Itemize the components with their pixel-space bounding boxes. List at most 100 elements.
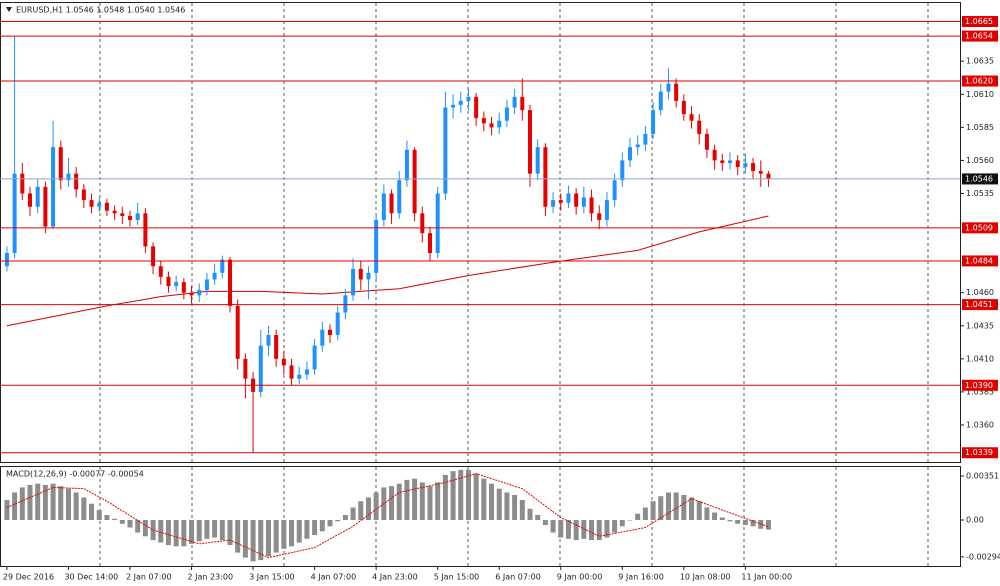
price-level-box bbox=[962, 255, 998, 267]
x-tick-label: 4 Jan 23:00 bbox=[372, 573, 418, 582]
candle-body bbox=[51, 147, 56, 227]
macd-bar bbox=[673, 492, 679, 521]
macd-bar bbox=[181, 520, 187, 547]
candle-body bbox=[12, 173, 17, 254]
macd-bar bbox=[189, 520, 195, 544]
last-price-box bbox=[962, 173, 998, 185]
macd-bar bbox=[535, 514, 541, 521]
candle-body bbox=[451, 104, 456, 108]
macd-bar bbox=[312, 520, 318, 536]
price-level-box bbox=[962, 222, 998, 234]
candle-body bbox=[497, 120, 502, 128]
macd-bar bbox=[4, 499, 10, 521]
macd-bar bbox=[765, 520, 771, 530]
macd-bar bbox=[219, 520, 225, 541]
macd-bar bbox=[242, 520, 248, 558]
macd-bar bbox=[604, 520, 610, 538]
y-tick-label: 1.0535 bbox=[966, 189, 994, 198]
macd-pane-frame bbox=[0, 466, 961, 567]
macd-bar bbox=[665, 492, 671, 521]
candle-body bbox=[166, 276, 171, 287]
candle-body bbox=[581, 197, 586, 207]
candle-body bbox=[20, 173, 25, 194]
x-tick-label: 6 Jan 07:00 bbox=[495, 573, 541, 582]
x-tick-label: 11 Jan 00:00 bbox=[741, 573, 792, 582]
macd-bar bbox=[35, 483, 41, 521]
macd-bar bbox=[412, 478, 418, 521]
candle-body bbox=[174, 282, 179, 287]
candle-body bbox=[181, 282, 186, 293]
candle-body bbox=[528, 110, 532, 174]
candle-body bbox=[397, 180, 402, 214]
y-tick-label: 1.0360 bbox=[966, 420, 994, 429]
candle-body bbox=[343, 295, 348, 313]
candle-body bbox=[566, 193, 571, 203]
y-tick-label: 1.0610 bbox=[966, 90, 994, 99]
candle-body bbox=[374, 219, 379, 273]
macd-bar bbox=[73, 492, 79, 521]
macd-bar bbox=[542, 520, 548, 526]
candle-body bbox=[328, 329, 332, 336]
price-level-label: 1.0390 bbox=[965, 381, 993, 390]
macd-bar bbox=[565, 520, 571, 539]
candle-body bbox=[743, 163, 748, 168]
macd-bar bbox=[450, 471, 456, 521]
price-level-label: 1.0484 bbox=[965, 256, 993, 265]
candle-body bbox=[597, 213, 602, 220]
candle-body bbox=[128, 215, 132, 220]
macd-bar bbox=[712, 512, 718, 521]
macd-bar bbox=[12, 492, 18, 521]
price-pane-frame bbox=[0, 2, 961, 463]
y-tick-label: 0.00351 bbox=[966, 472, 999, 481]
macd-bar bbox=[489, 483, 495, 521]
x-tick-label: 9 Jan 16:00 bbox=[618, 573, 664, 582]
macd-bar bbox=[650, 501, 656, 521]
candle-body bbox=[404, 149, 409, 181]
candle-body bbox=[151, 246, 156, 267]
macd-bar bbox=[442, 474, 448, 521]
x-tick-label: 9 Jan 00:00 bbox=[557, 573, 603, 582]
price-level-box bbox=[962, 299, 998, 311]
price-level-label: 1.0665 bbox=[965, 17, 993, 26]
macd-bar bbox=[104, 514, 110, 521]
macd-bar bbox=[135, 520, 141, 533]
macd-bar bbox=[435, 482, 441, 521]
y-tick-label: 1.0560 bbox=[966, 156, 994, 165]
macd-bar bbox=[389, 486, 395, 521]
macd-bar bbox=[404, 479, 410, 521]
candle-body bbox=[381, 193, 386, 220]
candle-body bbox=[89, 200, 94, 207]
macd-bar bbox=[89, 503, 95, 521]
candle-body bbox=[104, 202, 109, 211]
candle-body bbox=[120, 213, 125, 216]
y-tick-label: 0.00 bbox=[966, 516, 984, 525]
macd-bar bbox=[735, 520, 741, 524]
price-level-label: 1.0339 bbox=[965, 448, 993, 457]
price-level-box bbox=[962, 379, 998, 391]
last-price-label: 1.0546 bbox=[965, 174, 993, 183]
candle-body bbox=[466, 96, 471, 101]
candle-body bbox=[666, 83, 671, 92]
candle-body bbox=[228, 259, 232, 306]
candle-body bbox=[689, 114, 694, 121]
macd-bar bbox=[573, 520, 579, 541]
macd-bar bbox=[496, 488, 502, 521]
macd-bar bbox=[42, 484, 48, 521]
chart-title: EURUSD,H1 1.0546 1.0548 1.0540 1.0546 bbox=[16, 6, 185, 15]
macd-label: MACD(12,26,9) -0.00077 -0.00054 bbox=[6, 470, 144, 479]
candle-body bbox=[135, 213, 140, 220]
candle-body bbox=[728, 160, 732, 164]
macd-bar bbox=[681, 494, 687, 521]
macd-bar bbox=[658, 496, 664, 521]
candle-body bbox=[435, 193, 440, 254]
candle-body bbox=[158, 266, 163, 277]
candle-body bbox=[643, 133, 648, 145]
macd-bar bbox=[319, 520, 325, 532]
macd-bar bbox=[227, 520, 233, 546]
macd-bar bbox=[427, 486, 433, 521]
macd-bar bbox=[742, 520, 748, 526]
candle-body bbox=[458, 100, 463, 105]
price-level-box bbox=[962, 447, 998, 459]
